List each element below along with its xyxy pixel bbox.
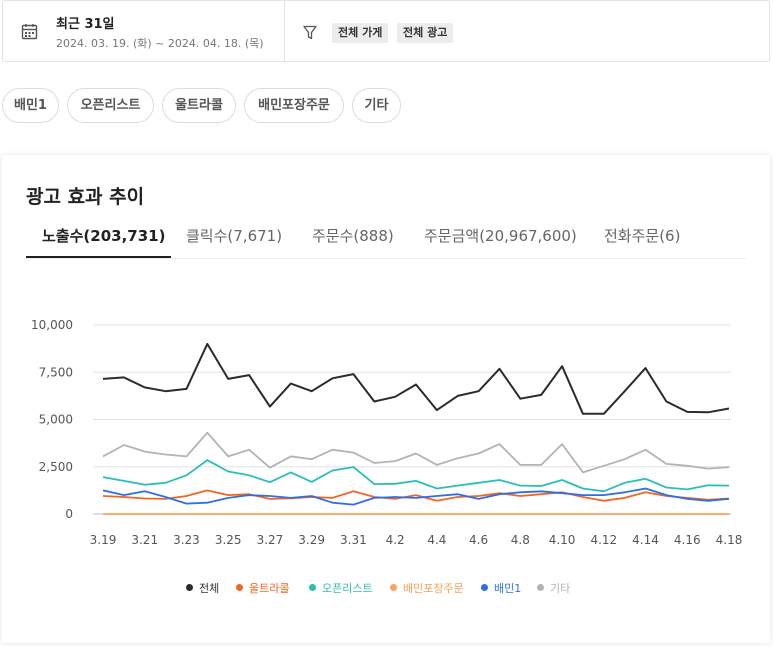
category-pill-openlist[interactable]: 오픈리스트 — [67, 88, 154, 123]
legend-marker — [309, 584, 316, 591]
x-tick-label: 3.25 — [215, 533, 242, 547]
x-tick-label: 4.8 — [511, 533, 530, 547]
x-tick-label: 4.10 — [549, 533, 576, 547]
legend-item[interactable]: 배민포장주문 — [390, 580, 464, 596]
x-tick-label: 3.29 — [298, 533, 325, 547]
legend-item[interactable]: 울트라콜 — [236, 580, 289, 596]
x-tick-label: 4.12 — [590, 533, 617, 547]
x-tick-label: 4.14 — [632, 533, 659, 547]
x-tick-label: 3.21 — [131, 533, 158, 547]
x-tick-label: 4.2 — [386, 533, 405, 547]
x-tick-label: 4.4 — [427, 533, 446, 547]
series-line — [102, 489, 730, 502]
filter-divider — [284, 1, 285, 62]
legend-item[interactable]: 전체 — [186, 580, 219, 596]
legend-label: 울트라콜 — [249, 582, 290, 595]
ad-filter-chip[interactable]: 전체 광고 — [397, 23, 454, 43]
legend-item[interactable]: 기타 — [537, 580, 570, 596]
tab-orders[interactable]: 주문수(888) — [312, 227, 394, 245]
legend-label: 배민1 — [494, 582, 522, 595]
metric-tabs: 노출수(203,731) 클릭수(7,671) 주문수(888) 주문금액(20… — [26, 217, 746, 259]
period-label[interactable]: 최근 31일 — [56, 17, 115, 32]
calendar-icon[interactable] — [21, 23, 38, 40]
legend-marker — [537, 584, 544, 591]
card-title: 광고 효과 추이 — [26, 186, 145, 208]
line-chart: 0 2,500 5,000 7,500 10,000 3.19 3.21 3.23 3.25 3.… — [31, 318, 743, 547]
ad-performance-card: 광고 효과 추이 노출수(203,731) 클릭수(7,671) 주문수(888… — [2, 155, 770, 643]
series-line — [102, 342, 730, 415]
tab-phone-orders[interactable]: 전화주문(6) — [604, 227, 681, 245]
x-tick-label: 3.31 — [340, 533, 367, 547]
y-tick-label: 5,000 — [39, 413, 73, 427]
legend-label: 기타 — [550, 582, 571, 595]
category-pill-pickup[interactable]: 배민포장주문 — [244, 88, 344, 123]
x-tick-label: 4.18 — [716, 533, 743, 547]
x-tick-label: 3.27 — [257, 533, 284, 547]
legend-label: 오픈리스트 — [322, 582, 373, 595]
y-tick-label: 7,500 — [39, 365, 73, 379]
legend-item[interactable]: 오픈리스트 — [309, 580, 373, 596]
tab-clicks[interactable]: 클릭수(7,671) — [186, 227, 283, 245]
tab-impressions[interactable]: 노출수(203,731) — [42, 227, 166, 245]
series-line — [102, 431, 730, 474]
x-tick-label: 3.23 — [173, 533, 200, 547]
category-pill-baemin1[interactable]: 배민1 — [2, 88, 59, 123]
period-range[interactable]: 2024. 03. 19. (화) ~ 2024. 04. 18. (목) — [56, 37, 264, 50]
legend-marker — [236, 584, 243, 591]
x-tick-label: 4.16 — [674, 533, 701, 547]
x-tick-label: 4.6 — [469, 533, 488, 547]
filter-bar: 최근 31일 2024. 03. 19. (화) ~ 2024. 04. 18.… — [2, 0, 770, 62]
series-line — [102, 459, 730, 493]
legend-marker — [390, 584, 397, 591]
category-pill-etc[interactable]: 기타 — [352, 88, 401, 123]
legend-item[interactable]: 배민1 — [481, 580, 521, 596]
tab-order-amount[interactable]: 주문금액(20,967,600) — [424, 227, 577, 245]
category-pill-ultracall[interactable]: 울트라콜 — [162, 88, 236, 123]
legend-label: 전체 — [199, 582, 220, 595]
store-filter-chip[interactable]: 전체 가게 — [332, 23, 389, 43]
legend-marker — [186, 584, 193, 591]
series-line — [102, 487, 730, 506]
x-tick-label: 3.19 — [90, 533, 117, 547]
active-tab-indicator — [26, 256, 171, 258]
legend-label: 배민포장주문 — [403, 582, 464, 595]
filter-icon[interactable] — [303, 25, 317, 40]
legend-marker — [481, 584, 488, 591]
y-tick-label: 2,500 — [39, 460, 73, 474]
y-tick-label: 10,000 — [31, 318, 73, 332]
y-tick-label: 0 — [65, 507, 73, 521]
